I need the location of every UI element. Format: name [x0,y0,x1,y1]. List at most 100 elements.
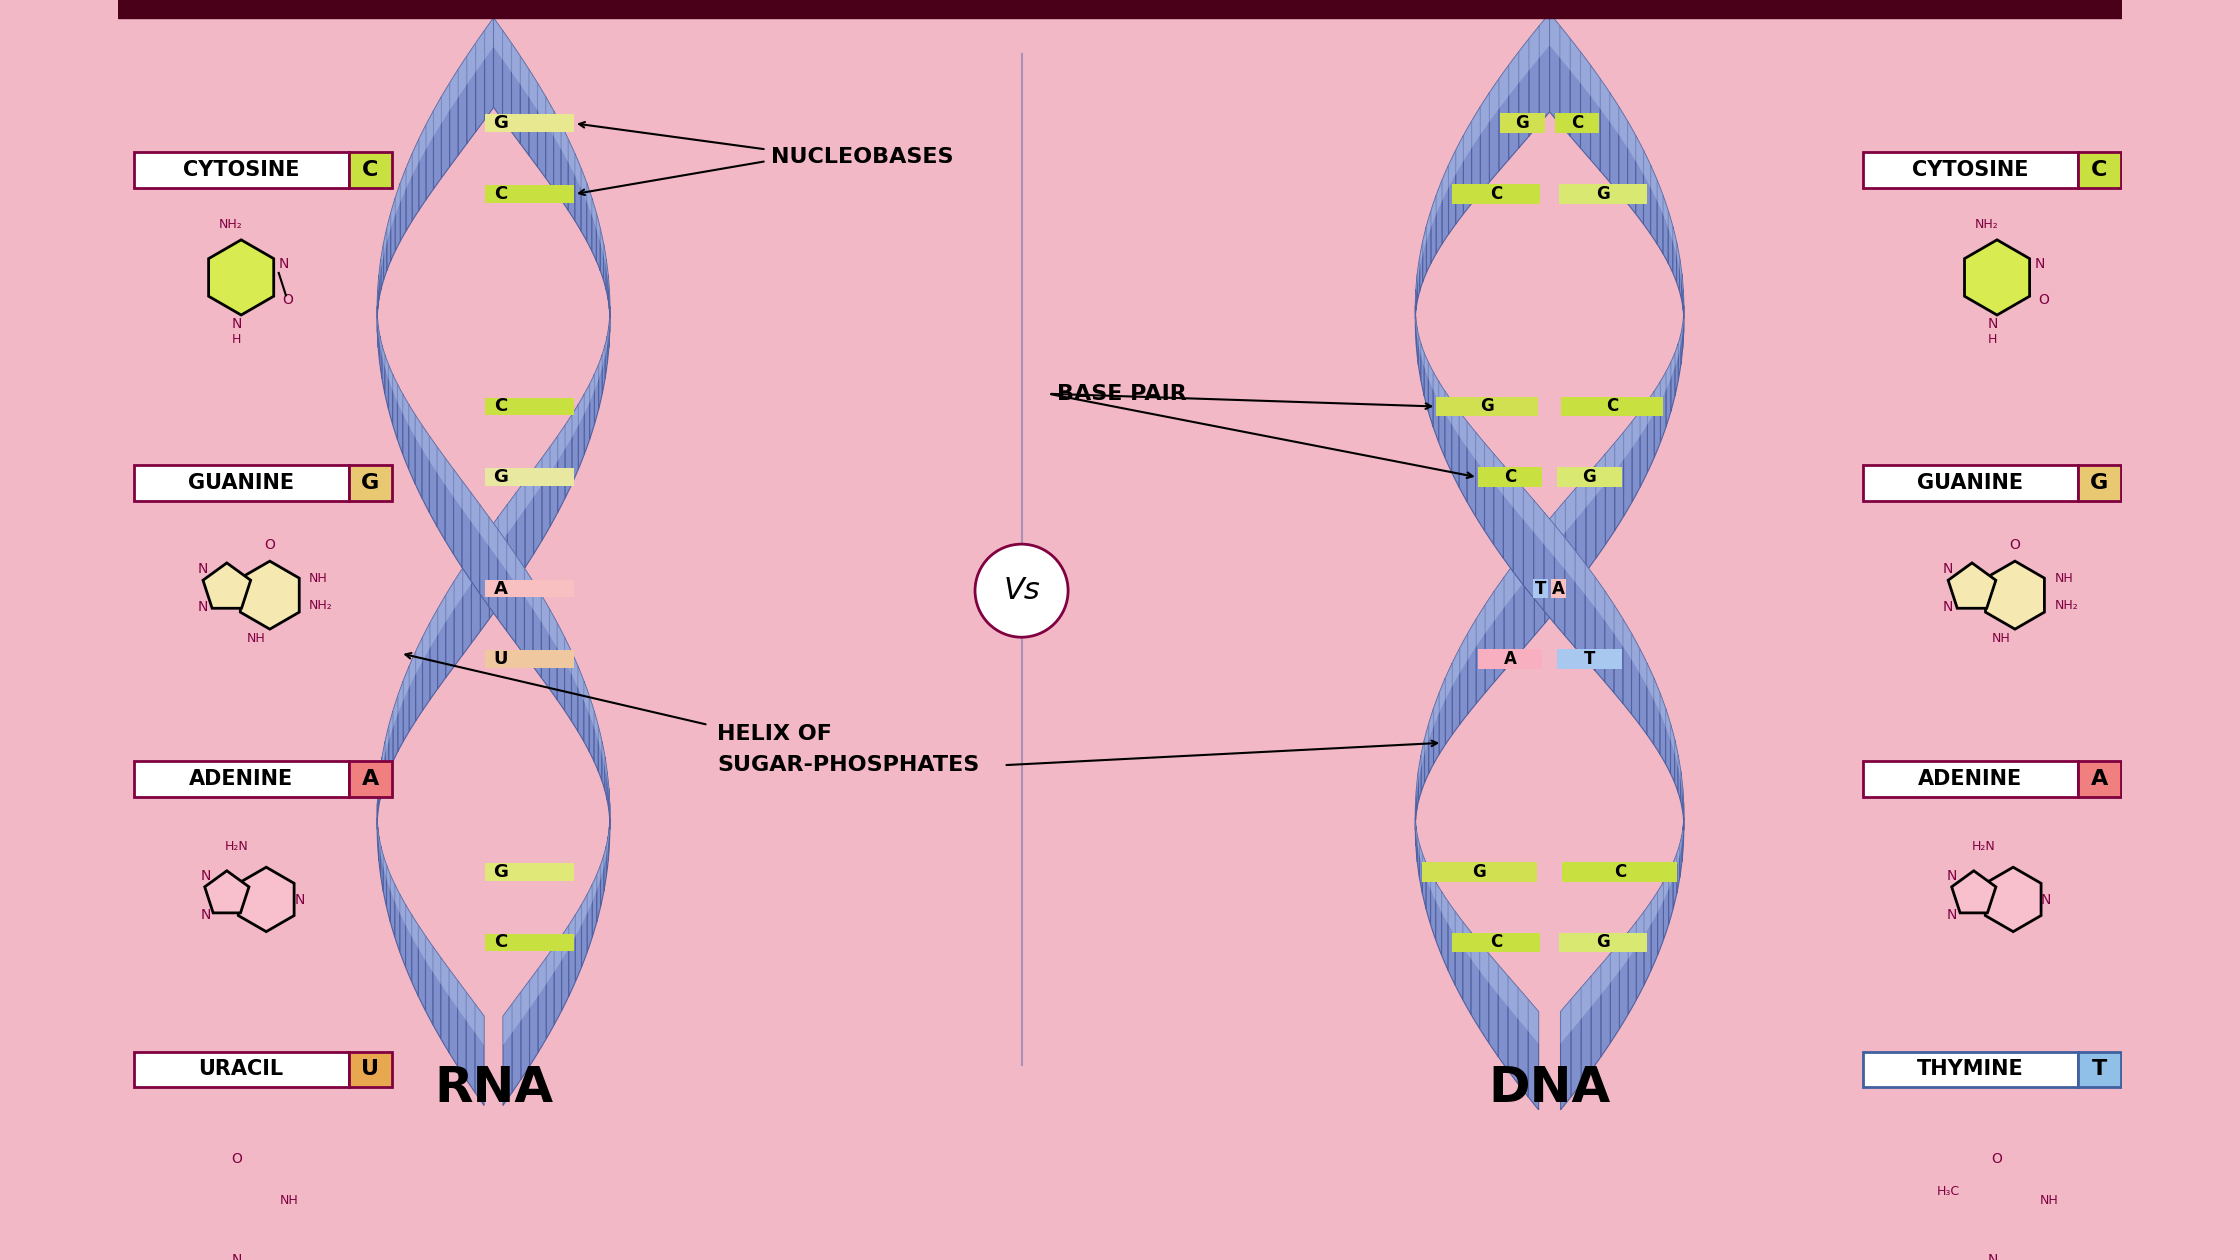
Bar [484,398,573,416]
Polygon shape [1628,922,1635,1014]
Polygon shape [1606,444,1615,544]
Polygon shape [578,394,585,469]
Polygon shape [392,697,399,761]
Polygon shape [412,140,419,220]
Polygon shape [1671,724,1676,782]
Text: ADENINE: ADENINE [188,769,293,789]
Polygon shape [497,505,506,546]
Polygon shape [571,651,578,688]
Polygon shape [1635,912,1644,948]
Polygon shape [381,244,383,270]
Polygon shape [1546,513,1555,557]
Polygon shape [408,404,414,484]
Polygon shape [529,69,538,166]
Polygon shape [1615,605,1624,646]
Polygon shape [388,364,392,425]
Polygon shape [1434,693,1438,727]
Text: G: G [361,474,379,493]
Text: H: H [233,333,242,345]
Polygon shape [1523,538,1534,648]
Polygon shape [589,374,594,402]
Polygon shape [1519,988,1528,1097]
Polygon shape [488,517,497,619]
Polygon shape [1669,863,1673,890]
Polygon shape [1503,564,1514,607]
Polygon shape [381,847,383,867]
Text: THYMINE: THYMINE [1917,1060,2023,1080]
Polygon shape [1494,454,1503,558]
Polygon shape [1566,489,1575,598]
Polygon shape [208,239,273,315]
Polygon shape [383,229,388,281]
FancyBboxPatch shape [349,761,392,796]
Polygon shape [511,43,520,84]
Polygon shape [1646,663,1653,745]
Polygon shape [484,18,493,120]
Text: N: N [293,893,305,907]
Polygon shape [585,682,589,714]
Polygon shape [1611,93,1620,193]
Polygon shape [594,364,598,391]
Polygon shape [1436,882,1443,955]
Polygon shape [1590,965,1602,1071]
Polygon shape [1678,335,1680,355]
Polygon shape [1438,678,1445,713]
Polygon shape [605,847,607,867]
Polygon shape [600,229,603,256]
Polygon shape [598,355,603,410]
Polygon shape [479,505,488,546]
Polygon shape [598,727,603,755]
Polygon shape [383,856,388,878]
Text: NH: NH [280,1193,298,1207]
Polygon shape [450,69,457,111]
Polygon shape [506,493,515,534]
Polygon shape [479,505,488,606]
Polygon shape [446,459,452,496]
Polygon shape [1646,392,1653,425]
FancyBboxPatch shape [349,1052,392,1087]
Polygon shape [1420,740,1425,793]
FancyBboxPatch shape [1864,1052,2076,1087]
Polygon shape [1514,551,1523,595]
Polygon shape [1438,678,1445,755]
Polygon shape [1570,988,1581,1097]
Polygon shape [432,948,441,984]
Polygon shape [522,980,529,1080]
Polygon shape [396,384,403,455]
Polygon shape [446,459,452,554]
Polygon shape [1427,212,1431,273]
Polygon shape [1543,513,1555,557]
Polygon shape [553,111,562,200]
Polygon shape [547,948,553,984]
Bar [1452,184,1539,204]
Polygon shape [383,229,388,256]
FancyBboxPatch shape [134,1052,349,1087]
Polygon shape [1595,454,1606,495]
Polygon shape [1539,14,1550,58]
Polygon shape [423,624,430,662]
Polygon shape [1494,577,1503,682]
Polygon shape [204,1176,269,1250]
Polygon shape [399,682,403,714]
Text: U: U [361,1060,379,1080]
Polygon shape [204,871,249,914]
Polygon shape [558,426,564,461]
Polygon shape [1570,988,1581,1031]
Polygon shape [1611,942,1620,983]
Polygon shape [1586,465,1595,508]
Text: G: G [493,469,508,486]
Polygon shape [1534,525,1546,635]
Polygon shape [1606,444,1615,484]
Polygon shape [1467,422,1476,460]
Polygon shape [569,915,576,997]
Polygon shape [475,1004,484,1046]
Polygon shape [464,556,470,596]
Polygon shape [1443,892,1447,924]
Polygon shape [591,199,596,229]
Bar [119,0,2121,18]
Polygon shape [1514,476,1523,520]
Polygon shape [448,969,457,1008]
Text: C: C [1503,469,1516,486]
Polygon shape [1434,372,1438,402]
Bar [1557,649,1622,669]
